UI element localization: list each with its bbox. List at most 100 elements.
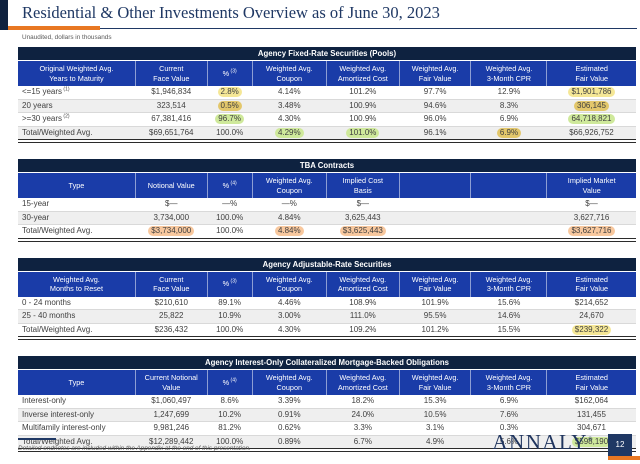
table-row: <=15 years (1) $1,946,834 2.8% 4.14% 101.2% 9… xyxy=(18,86,636,100)
row-label: Total/Weighted Avg. xyxy=(18,322,136,338)
table-cell: 81.2% xyxy=(207,421,253,436)
column-header: Estimated Fair Value xyxy=(546,369,636,395)
table-cell: 3,734,000 xyxy=(135,211,208,225)
table-cell: 8.6% xyxy=(207,395,253,409)
column-header: Estimated Fair Value xyxy=(546,60,636,86)
page-number-accent xyxy=(608,456,640,460)
highlighted-value: 96.7% xyxy=(215,114,244,124)
table-cell: 15.6% xyxy=(470,296,547,310)
table-cell: 10.9% xyxy=(207,309,253,324)
table-cell: —% xyxy=(252,198,327,212)
table-cell: 10.2% xyxy=(207,408,253,422)
footnote-marker: (3) xyxy=(229,279,237,286)
table-cell: $3,627,716 xyxy=(546,224,636,240)
column-header: Weighted Avg. Amortized Cost xyxy=(325,60,400,86)
subtitle: Unaudited, dollars in thousands xyxy=(22,34,112,41)
table-cell xyxy=(470,198,547,212)
total-row: Total/Weighted Avg. $69,651,764 100.0% 4.29… xyxy=(18,125,636,141)
column-header: Estimated Fair Value xyxy=(546,271,636,297)
table-cell: $162,064 xyxy=(546,395,636,409)
table-cell: 12.9% xyxy=(470,86,547,100)
registered-mark: ® xyxy=(587,437,594,443)
table-row: Inverse interest-only 1,247,699 10.2% 0.91%… xyxy=(18,408,636,422)
table-title-row: Agency Fixed-Rate Securities (Pools) xyxy=(18,47,636,61)
table-cell: 89.1% xyxy=(207,296,253,310)
table-cell: 5.6% xyxy=(470,434,547,450)
table-cell: 67,381,416 xyxy=(135,112,208,127)
table-cell: 109.2% xyxy=(326,322,400,338)
table-cell: 4.84% xyxy=(252,211,327,225)
table-cell: $214,652 xyxy=(546,296,636,310)
highlighted-value: $3,734,000 xyxy=(148,226,195,236)
column-header: % (4) xyxy=(206,172,253,198)
total-row: Total/Weighted Avg. $12,289,442 100.0% 0.89… xyxy=(18,434,636,450)
header-row: Weighted Avg. Months to Reset Current Face … xyxy=(18,271,636,297)
highlighted-value: 0.5% xyxy=(217,100,242,111)
table-title: Agency Fixed-Rate Securities (Pools) xyxy=(18,47,636,61)
column-header: Current Face Value xyxy=(134,271,208,297)
table-cell: 101.2% xyxy=(399,322,471,338)
column-header: Original Weighted Avg. Years to Maturity xyxy=(18,60,136,86)
table-row: 20 years 323,514 0.5% 3.48% 100.9% 94.6% 8.3% 3… xyxy=(18,99,636,113)
table-cell: 25,822 xyxy=(135,309,208,324)
table-cell: 100.0% xyxy=(207,434,253,450)
footnote-marker: (3) xyxy=(229,68,237,75)
table-cell: 100.0% xyxy=(207,211,253,225)
table-cell: $— xyxy=(135,198,208,212)
row-label: Total/Weighted Avg. xyxy=(18,224,136,240)
footnote: Detailed endnotes are included within th… xyxy=(18,445,251,452)
table-cell: $69,651,764 xyxy=(135,125,208,141)
table-cell: 4.30% xyxy=(252,322,327,338)
highlighted-value: 101.0% xyxy=(346,127,380,138)
footnote-marker: (4) xyxy=(229,377,237,384)
table-title-row: TBA Contracts xyxy=(18,159,636,173)
table-cell: 3.39% xyxy=(252,395,327,409)
column-header: Weighted Avg. Coupon xyxy=(251,172,327,198)
financial-table: Agency Fixed-Rate Securities (Pools) Orig… xyxy=(18,47,636,143)
column-header: Weighted Avg. Coupon xyxy=(251,271,327,297)
table-row: >=30 years (2) 67,381,416 96.7% 4.30% 100.9%… xyxy=(18,112,636,127)
row-label: Multifamily interest-only xyxy=(18,421,136,436)
table-cell: 0.89% xyxy=(252,434,327,450)
table-cell xyxy=(399,224,471,240)
table-row: 30-year 3,734,000 100.0% 4.84% 3,625,443 3,62… xyxy=(18,211,636,225)
table-cell xyxy=(470,211,547,225)
table-cell: 64,718,821 xyxy=(546,112,636,127)
table-cell: 100.0% xyxy=(207,224,253,240)
footnote-rule xyxy=(18,438,56,440)
highlighted-value: $1,901,786 xyxy=(568,87,615,97)
table-cell: 3,625,443 xyxy=(326,211,400,225)
column-header: Weighted Avg. Fair Value xyxy=(398,369,471,395)
table-cell: $66,926,752 xyxy=(546,125,636,141)
column-header: Notional Value xyxy=(134,172,208,198)
column-header: % (4) xyxy=(206,369,253,395)
table-cell: 24,670 xyxy=(546,309,636,324)
column-header: Weighted Avg. 3-Month CPR xyxy=(470,369,547,395)
column-header: % (3) xyxy=(206,60,253,86)
table-cell: 14.6% xyxy=(470,309,547,324)
row-label: Interest-only xyxy=(18,395,136,409)
highlighted-value: 4.84% xyxy=(274,226,304,236)
total-row: Total/Weighted Avg. $236,432 100.0% 4.30% 10… xyxy=(18,322,636,338)
table-cell: $1,946,834 xyxy=(135,86,208,100)
table-cell: $1,901,786 xyxy=(546,86,636,100)
column-header: Weighted Avg. Fair Value xyxy=(398,60,471,86)
highlighted-value: 306,145 xyxy=(574,100,609,111)
table-cell: $— xyxy=(546,198,636,212)
table-title: TBA Contracts xyxy=(18,159,636,173)
title-divider xyxy=(0,26,640,30)
table-cell: 7.6% xyxy=(470,408,547,422)
column-header xyxy=(398,172,471,198)
table-cell: 100.0% xyxy=(207,125,253,141)
title-accent-bar xyxy=(0,0,8,30)
highlighted-value: $3,627,716 xyxy=(568,226,615,236)
table-row: 15-year $— —% —% $— $— xyxy=(18,198,636,212)
table-cell: 6.9% xyxy=(470,125,547,141)
table-cell: 9,981,246 xyxy=(135,421,208,436)
table-cell: 101.9% xyxy=(399,296,471,310)
table-cell: 0.62% xyxy=(252,421,327,436)
column-header: % (3) xyxy=(206,271,253,297)
row-label: 30-year xyxy=(18,211,136,225)
table-cell: 0.91% xyxy=(252,408,327,422)
table-cell: 4.30% xyxy=(252,112,327,127)
